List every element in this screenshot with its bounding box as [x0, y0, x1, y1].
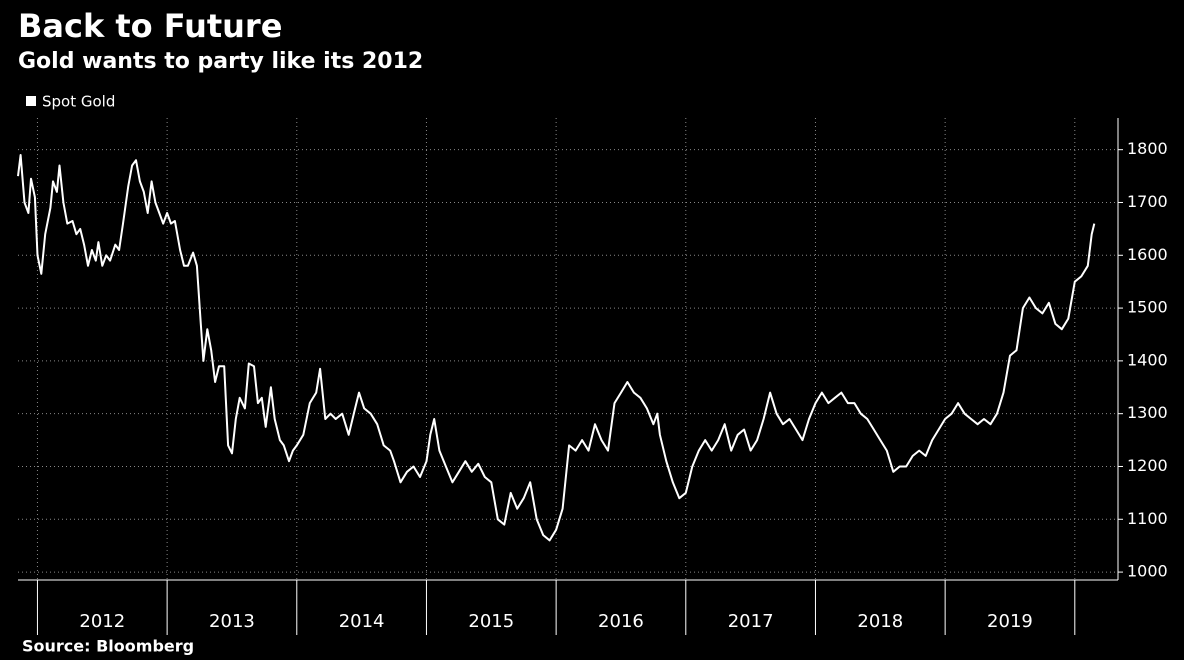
y-tick-label: 1600: [1127, 245, 1168, 264]
y-tick-label: 1000: [1127, 562, 1168, 581]
y-tick-label: 1100: [1127, 509, 1168, 528]
x-tick-label: 2012: [79, 611, 125, 632]
y-tick-label: 1800: [1127, 139, 1168, 158]
x-tick-label: 2013: [209, 611, 255, 632]
x-tick-label: 2019: [987, 611, 1033, 632]
x-tick-label: 2014: [339, 611, 385, 632]
source: Source: Bloomberg: [22, 637, 194, 656]
x-tick-label: 2017: [728, 611, 774, 632]
y-tick-label: 1200: [1127, 456, 1168, 475]
x-tick-label: 2018: [857, 611, 903, 632]
legend-label: Spot Gold: [42, 93, 115, 111]
y-tick-label: 1400: [1127, 350, 1168, 369]
chart-subtitle: Gold wants to party like its 2012: [18, 49, 423, 74]
y-tick-label: 1700: [1127, 192, 1168, 211]
y-tick-label: 1300: [1127, 403, 1168, 422]
legend-swatch: [26, 96, 36, 106]
line-series: [17, 154, 1096, 542]
x-tick-label: 2016: [598, 611, 644, 632]
y-tick-label: 1500: [1127, 298, 1168, 317]
x-tick-label: 2015: [468, 611, 514, 632]
chart-title: Back to Future: [18, 7, 282, 45]
